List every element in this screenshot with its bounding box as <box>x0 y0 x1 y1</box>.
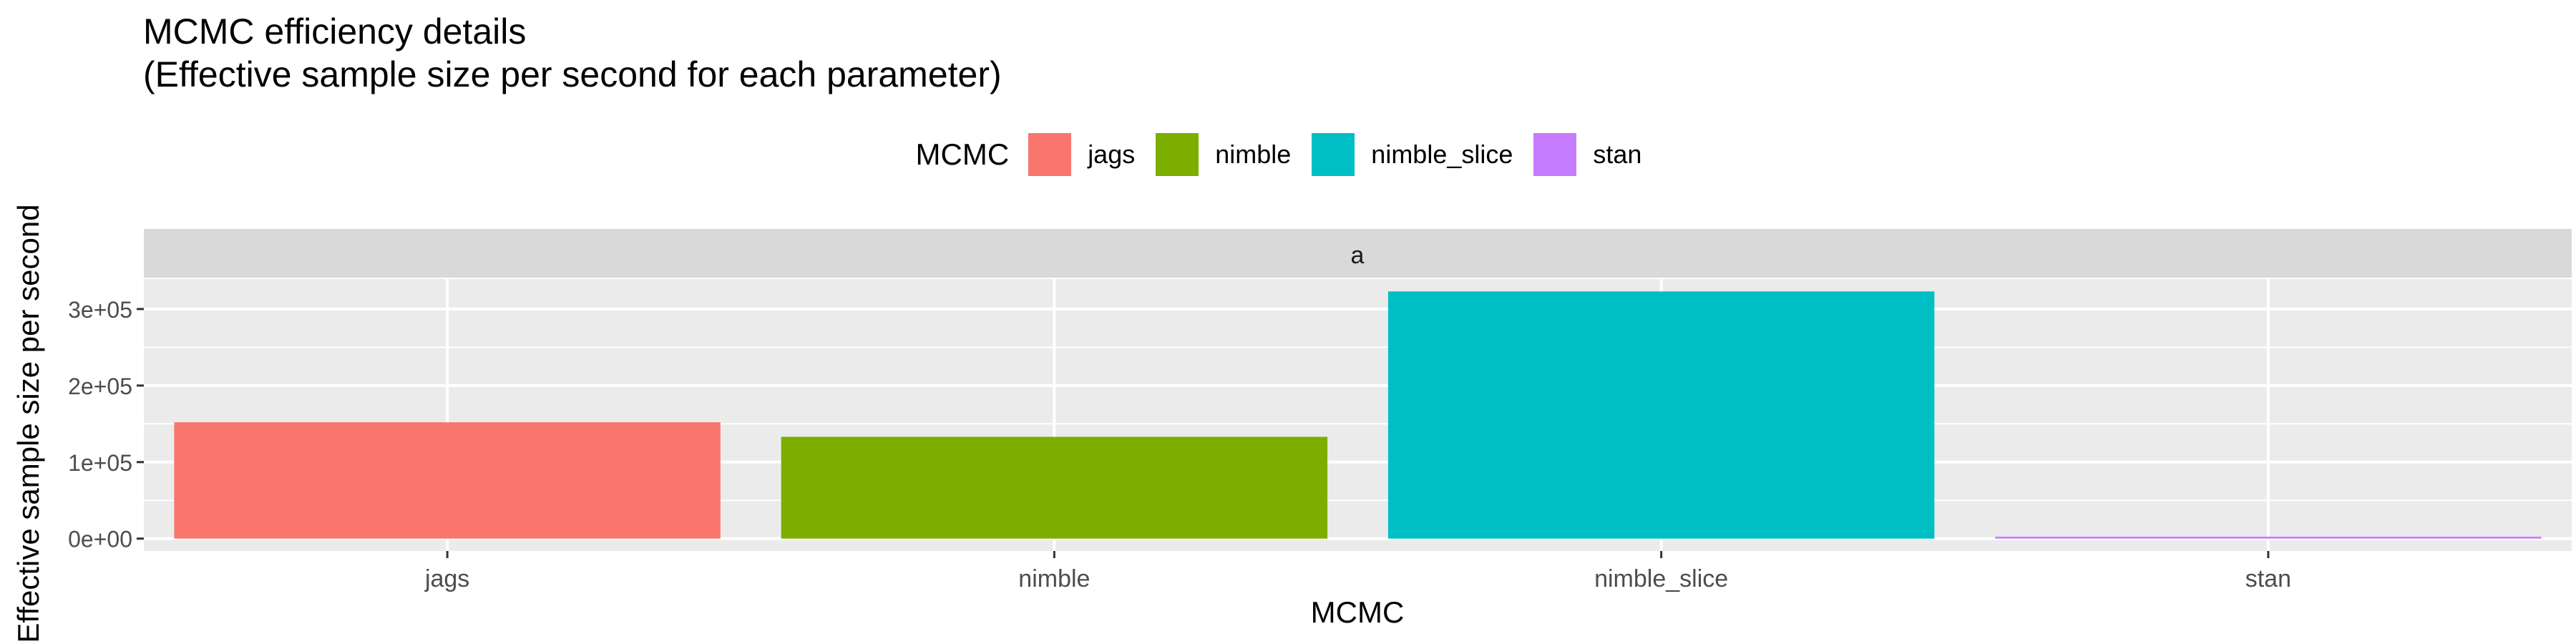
legend-label-stan: stan <box>1593 140 1642 169</box>
legend-item-nimble-slice: nimble_slice <box>1309 131 1513 178</box>
bar-nimble-slice <box>1387 291 1935 539</box>
y-tick-label: 1e+05 <box>68 450 132 476</box>
facet-strip-label: a <box>1351 242 1365 269</box>
x-axis: jags nimble nimble_slice stan <box>424 551 2291 592</box>
bars <box>174 291 2542 539</box>
y-axis: 0e+00 1e+05 2e+05 3e+05 <box>68 297 144 552</box>
legend-item-jags: jags <box>1026 131 1135 178</box>
y-tick-label: 3e+05 <box>68 297 132 323</box>
legend-title: MCMC <box>915 137 1010 171</box>
legend-item-nimble: nimble <box>1153 131 1291 178</box>
legend-key-stan <box>1531 131 1579 178</box>
legend: MCMC jags nimble nimble_slice stan <box>0 131 2576 178</box>
x-axis-title: MCMC <box>1311 595 1405 629</box>
legend-label-jags: jags <box>1088 140 1136 169</box>
legend-key-nimble-slice <box>1309 131 1357 178</box>
legend-key-nimble <box>1153 131 1201 178</box>
bar-jags <box>174 422 721 539</box>
y-tick-label: 0e+00 <box>68 527 132 552</box>
bar-nimble <box>781 436 1328 539</box>
x-tick-label: nimble <box>1018 565 1090 592</box>
x-tick-label: nimble_slice <box>1594 565 1728 592</box>
x-tick-label: jags <box>424 565 469 592</box>
legend-label-nimble-slice: nimble_slice <box>1371 140 1513 169</box>
chart-title: MCMC efficiency details <box>143 11 527 52</box>
legend-key-jags <box>1026 131 1074 178</box>
legend-label-nimble: nimble <box>1215 140 1292 169</box>
legend-item-stan: stan <box>1531 131 1641 178</box>
y-tick-label: 2e+05 <box>68 374 132 399</box>
x-tick-label: stan <box>2245 565 2291 592</box>
chart-subtitle: (Effective sample size per second for ea… <box>143 54 1002 94</box>
chart-title-block: MCMC efficiency details (Effective sampl… <box>143 10 1002 96</box>
bar-stan <box>1995 537 2542 539</box>
facet-strip <box>144 229 2572 278</box>
